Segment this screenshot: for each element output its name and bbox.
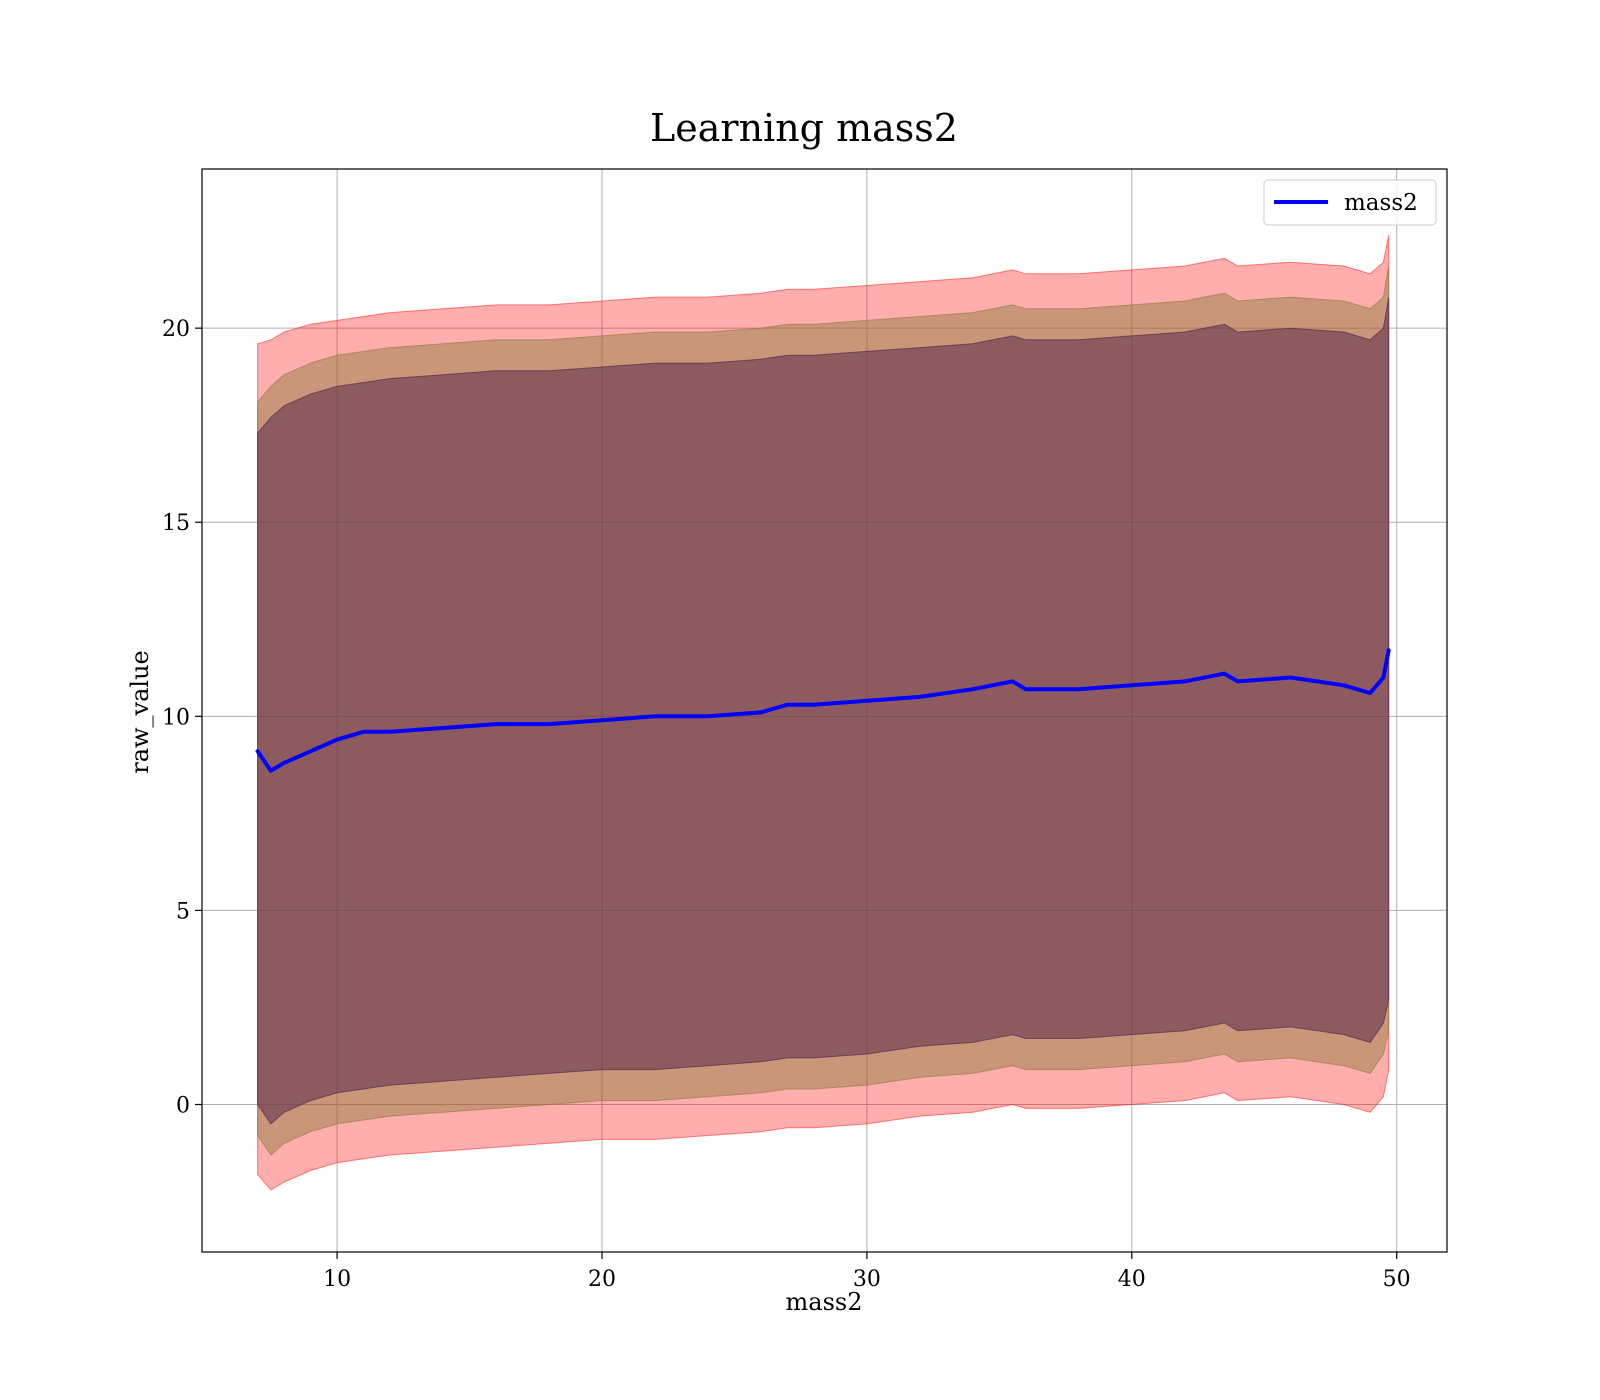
legend-label-mass2: mass2	[1344, 190, 1418, 216]
series-lines	[255, 648, 1391, 773]
y-tick-label-1: 5	[176, 899, 190, 924]
bands	[257, 234, 1390, 1191]
band-2	[257, 297, 1390, 1125]
legend-box	[1263, 179, 1437, 226]
x-tick-label-3: 40	[1118, 1267, 1146, 1292]
x-tick-label-1: 20	[588, 1267, 616, 1292]
y-tick-label-4: 20	[162, 317, 190, 342]
y-tick-label-2: 10	[162, 705, 190, 730]
y-tick-label-0: 0	[176, 1093, 190, 1118]
y-tick-label-3: 15	[162, 511, 190, 536]
series-line-0	[255, 648, 1391, 773]
plot-frame	[201, 168, 1448, 1253]
y-axis-label: raw_value	[126, 650, 154, 774]
chart-title: Learning mass2	[650, 106, 958, 150]
legend: mass2	[1263, 179, 1437, 226]
x-tick-label-0: 10	[323, 1267, 351, 1292]
ticks: 10 20 30 40 50 0 5 10 15 20	[162, 317, 1411, 1292]
x-tick-label-4: 50	[1383, 1267, 1411, 1292]
x-axis-label: mass2	[786, 1288, 863, 1316]
x-tick-label-2: 30	[853, 1267, 881, 1292]
